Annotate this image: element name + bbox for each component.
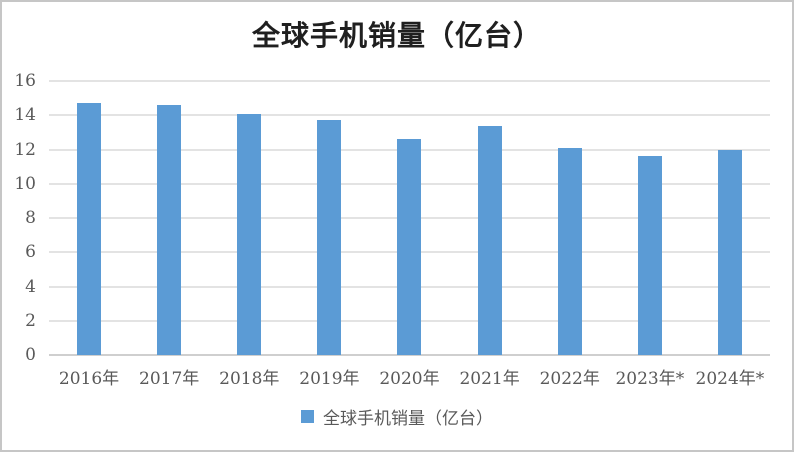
bar-slot [690, 81, 770, 355]
bar [477, 126, 502, 355]
y-tick-label: 14 [14, 105, 36, 126]
bar-slot [610, 81, 690, 355]
legend: 全球手机销量（亿台） [2, 404, 792, 429]
y-tick-label: 2 [25, 310, 36, 331]
y-tick-label: 10 [14, 173, 36, 194]
x-tick-label: 2016年 [58, 369, 120, 389]
x-tick-label: 2022年 [539, 369, 600, 389]
bar-slot [530, 81, 610, 355]
x-axis-line [49, 354, 770, 356]
bar-slot [289, 81, 369, 355]
x-tick-label: 2019年 [299, 369, 360, 389]
x-tick-label: 2018年 [219, 369, 280, 389]
y-tick-label: 16 [14, 71, 36, 91]
y-axis-labels: 0 2 4 6 8 10 12 14 16 [2, 71, 40, 365]
plot-area [49, 80, 770, 356]
bar [717, 149, 742, 355]
bar [237, 113, 262, 355]
chart-title: 全球手机销量（亿台） [251, 19, 542, 52]
y-tick-label: 0 [25, 345, 36, 365]
bar-slot [209, 81, 289, 355]
x-tick-label: 2017年 [139, 369, 200, 389]
x-axis-labels: 2016年 2017年 2018年 2019年 2020年 2021年 2022年 2023年… [49, 364, 770, 389]
y-tick-label: 8 [25, 208, 36, 228]
bar-slot [450, 81, 530, 355]
bar-slot [49, 81, 129, 355]
bar [397, 139, 422, 355]
bar-slot [369, 81, 449, 355]
legend-swatch-icon [301, 410, 314, 423]
bar [77, 103, 102, 355]
bar [557, 147, 582, 355]
bar [637, 156, 662, 355]
y-tick-label: 6 [25, 242, 36, 263]
x-tick-label: 2020年 [379, 369, 440, 389]
gridline [49, 80, 770, 82]
x-tick-label: 2024年* [695, 369, 765, 389]
legend-label: 全球手机销量（亿台） [323, 409, 493, 429]
bar [157, 104, 182, 355]
x-tick-label: 2023年* [615, 369, 685, 389]
y-tick-label: 12 [14, 139, 36, 160]
x-tick-label: 2021年 [459, 369, 520, 389]
y-tick-label: 4 [25, 276, 36, 297]
bars-container [49, 81, 770, 355]
bar-slot [129, 81, 209, 355]
bar [317, 120, 342, 355]
gridline [49, 114, 770, 117]
